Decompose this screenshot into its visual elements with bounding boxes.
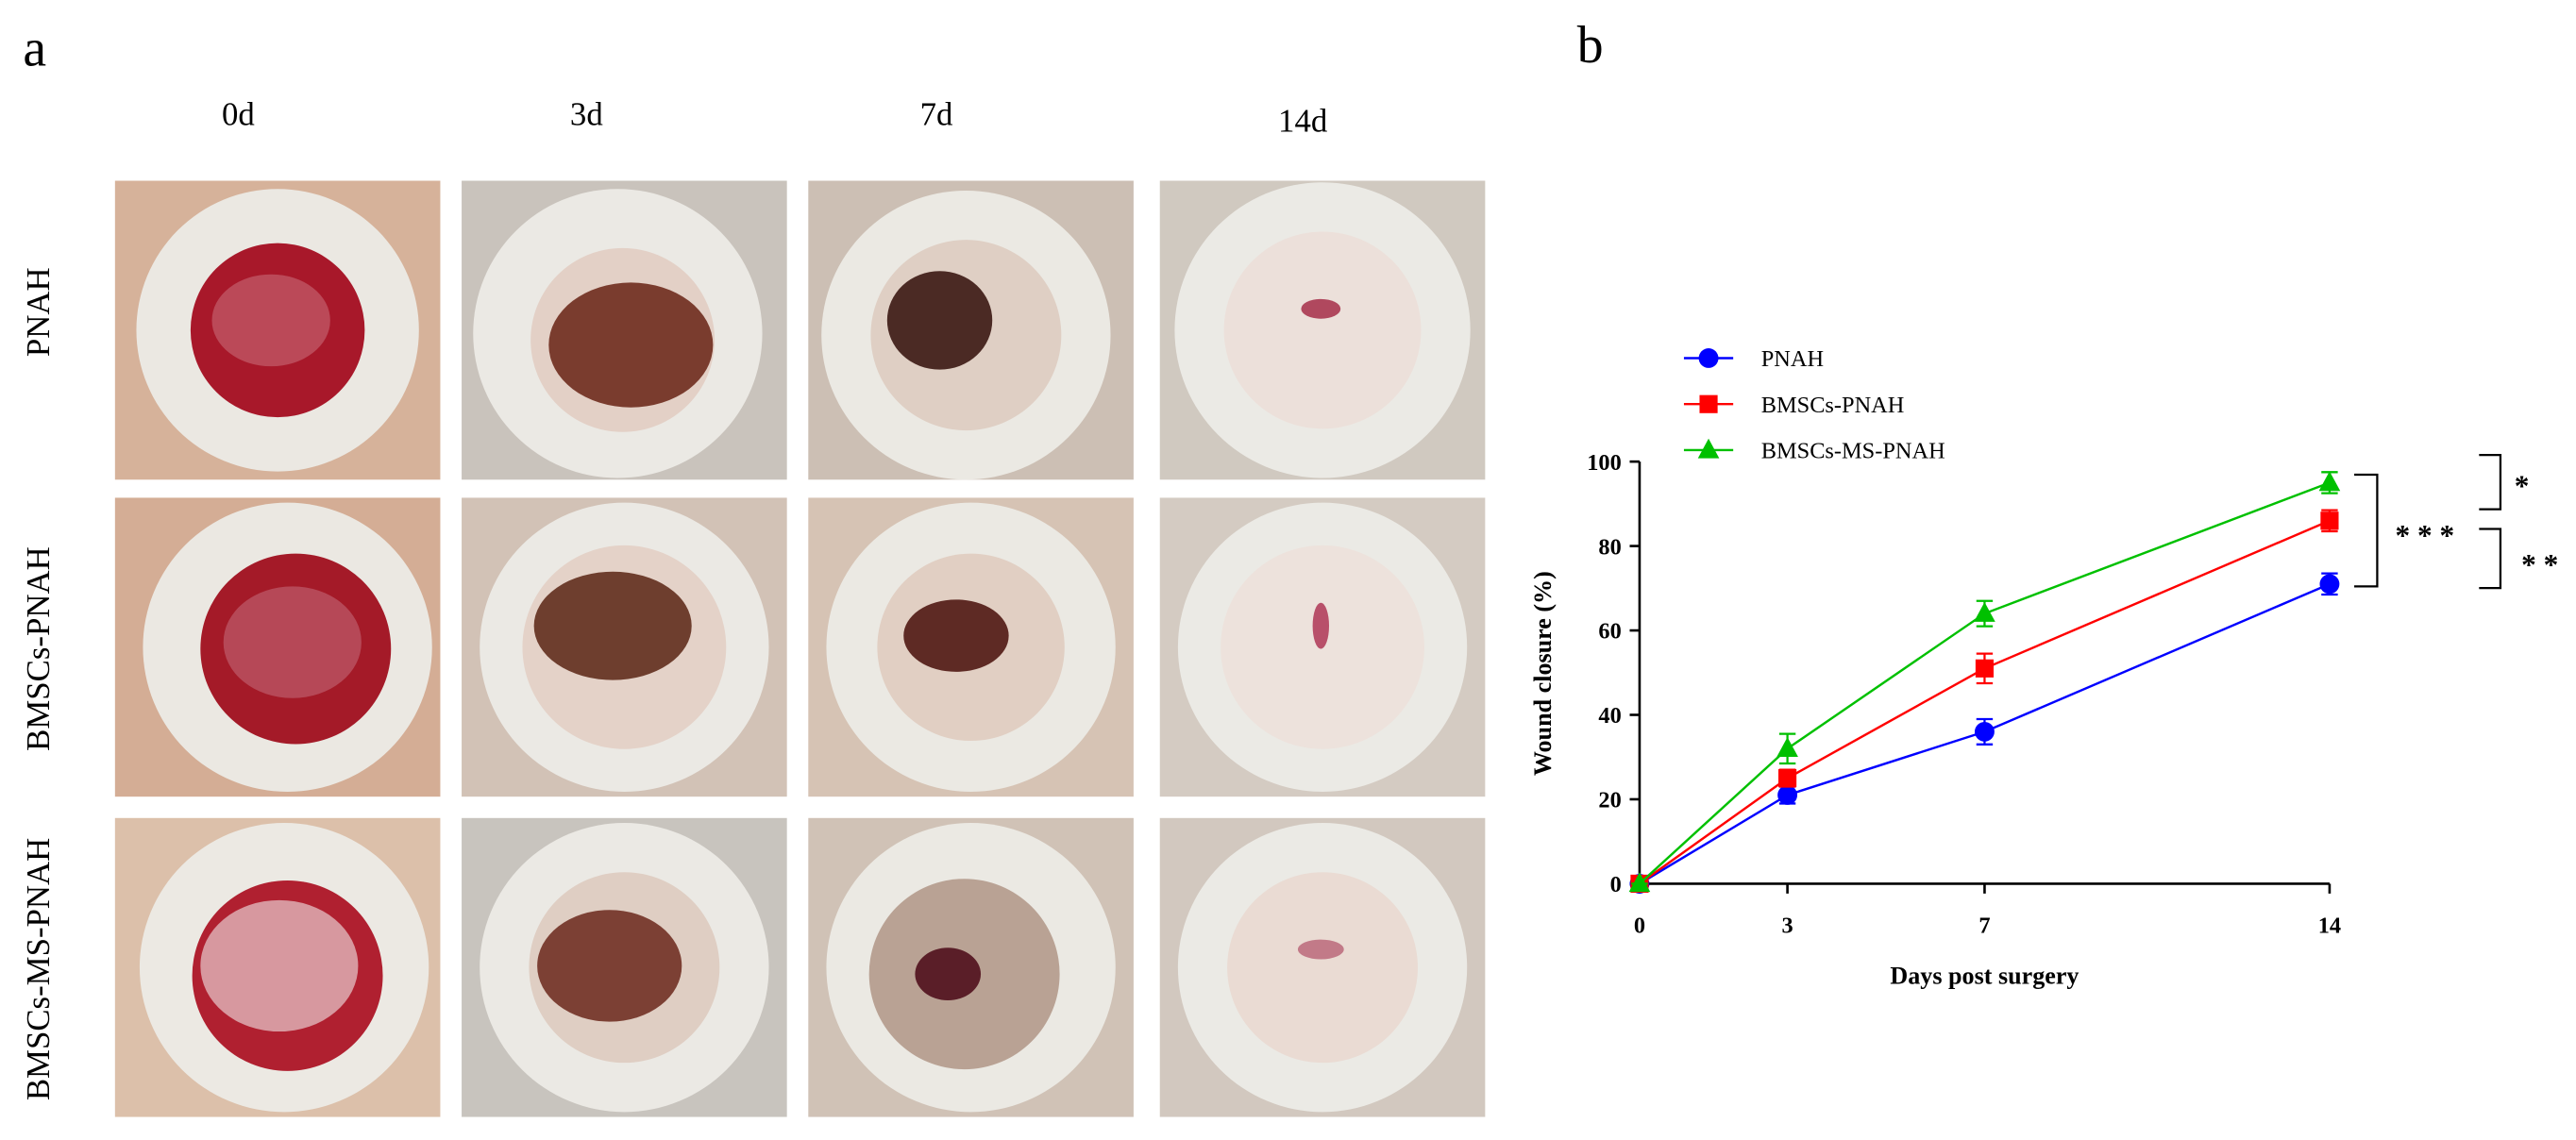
wound [533, 571, 692, 680]
y-tick-label: 100 [1587, 450, 1622, 476]
x-axis-label: Days post surgery [1890, 963, 2079, 990]
y-tick-label: 40 [1598, 703, 1621, 729]
legend-label: PNAH [1761, 346, 1824, 372]
wound [903, 599, 1009, 672]
legend-marker [1699, 394, 1718, 413]
data-point [2319, 574, 2340, 595]
wound [1301, 298, 1341, 319]
y-tick-label: 60 [1598, 619, 1621, 645]
y-tick-label: 20 [1598, 788, 1621, 813]
wound-shine [211, 274, 330, 367]
photo [114, 497, 441, 797]
wound [915, 947, 982, 1000]
series-line [1639, 481, 2331, 885]
row-label: BMSCs-PNAH [20, 546, 57, 751]
photo [808, 180, 1134, 480]
photo [114, 817, 441, 1117]
photo [462, 497, 787, 797]
x-tick-label: 7 [1978, 914, 1990, 939]
column-label: 14d [1278, 102, 1327, 139]
photo [1159, 817, 1486, 1117]
bracket [2479, 454, 2502, 511]
data-point [2320, 511, 2339, 530]
data-point [1975, 659, 1995, 678]
x-tick-label: 14 [2318, 914, 2341, 939]
y-axis-label: Wound closure (%) [1529, 571, 1557, 776]
legend-label: BMSCs-PNAH [1761, 393, 1905, 418]
panel-label: b [1577, 16, 1604, 75]
data-point [1778, 769, 1797, 788]
inner-skin [1223, 231, 1422, 429]
wound [1312, 602, 1330, 649]
x-tick-label: 3 [1781, 914, 1793, 939]
photo [114, 180, 441, 480]
x-tick-label: 0 [1634, 914, 1645, 939]
y-tick-label: 0 [1610, 872, 1622, 897]
wound-shine [223, 586, 362, 698]
legend-marker [1698, 348, 1719, 368]
data-point [1975, 721, 1995, 742]
data-point [2318, 471, 2341, 492]
column-label: 0d [222, 95, 255, 132]
wound [886, 271, 993, 370]
row-label: PNAH [20, 267, 57, 357]
wound [537, 910, 682, 1022]
y-tick-label: 80 [1598, 534, 1621, 560]
bracket [2479, 528, 2502, 590]
wound [1297, 939, 1344, 960]
column-label: 7d [920, 95, 953, 132]
inner-skin [1227, 872, 1418, 1064]
panel-label: a [23, 20, 46, 78]
photo [808, 497, 1134, 797]
photo [1159, 180, 1486, 480]
series-line [1639, 519, 2331, 885]
wound [548, 282, 714, 408]
photo [808, 817, 1134, 1117]
photo [462, 180, 787, 480]
significance: * * * [2396, 519, 2455, 552]
wound-shine [200, 899, 359, 1032]
data-point [1776, 737, 1798, 757]
significance: * [2515, 470, 2530, 503]
legend-marker [1697, 438, 1720, 459]
row-label: BMSCs-MS-PNAH [20, 838, 57, 1100]
series-line [1639, 582, 2331, 885]
significance: * * [2521, 548, 2558, 581]
data-point [1777, 785, 1798, 805]
data-point [1628, 872, 1651, 893]
bracket [2354, 473, 2379, 588]
photo [1159, 497, 1486, 797]
column-label: 3d [570, 95, 603, 132]
legend-label: BMSCs-MS-PNAH [1761, 439, 1945, 464]
photo [462, 817, 787, 1117]
data-point [1974, 601, 1995, 622]
